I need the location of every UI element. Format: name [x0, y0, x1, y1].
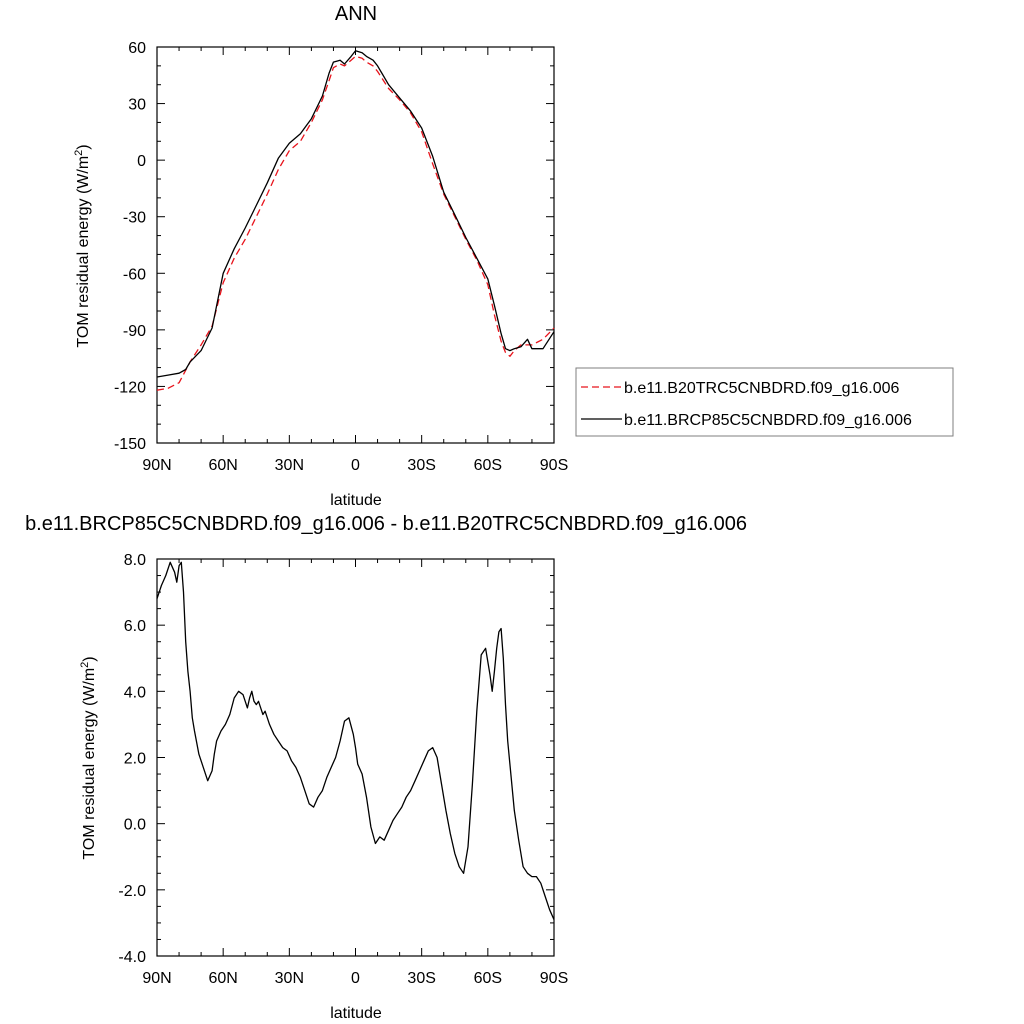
- legend-label-series-1: b.e11.B20TRC5CNBDRD.f09_g16.006: [624, 380, 900, 397]
- top-xtick-label: 30S: [407, 457, 435, 474]
- bottom-chart-xlabel: latitude: [330, 1005, 382, 1022]
- top-chart-plot-frame: [156, 46, 555, 444]
- bottom-xtick-label: 90S: [540, 970, 568, 987]
- top-chart-title: ANN: [335, 3, 377, 25]
- top-series-line-2: [156, 50, 555, 378]
- top-ytick-label: -120: [114, 379, 146, 396]
- bottom-ytick-label: 0.0: [124, 817, 146, 834]
- top-xtick-label: 30N: [275, 457, 304, 474]
- bottom-xtick-label: 30S: [407, 970, 435, 987]
- bottom-xtick-label: 0: [351, 970, 360, 987]
- top-chart: ANN 90N 60N 30N 0 30S 60S 90S -150 -120 -90 -60 -30…: [73, 3, 954, 509]
- top-xtick-label: 90N: [142, 457, 171, 474]
- top-chart-ticks: 90N 60N 30N 0 30S 60S 90S -150 -120 -90 -60 -30 0 30 6…: [114, 40, 568, 474]
- top-xtick-label: 0: [351, 457, 360, 474]
- bottom-chart: b.e11.BRCP85C5CNBDRD.f09_g16.006 - b.e11…: [25, 513, 747, 1022]
- bottom-ytick-label: 8.0: [124, 552, 146, 569]
- top-chart-xlabel: latitude: [330, 492, 382, 509]
- bottom-xtick-label: 60S: [474, 970, 502, 987]
- bottom-ytick-label: 6.0: [124, 618, 146, 635]
- top-xtick-label: 90S: [540, 457, 568, 474]
- bottom-ytick-label: -4.0: [118, 949, 146, 966]
- bottom-ytick-label: 2.0: [124, 751, 146, 768]
- top-ytick-label: -150: [114, 436, 146, 453]
- bottom-xtick-label: 90N: [142, 970, 171, 987]
- top-ytick-label: 60: [128, 40, 146, 57]
- top-ytick-label: 30: [128, 97, 146, 114]
- bottom-chart-series: [156, 561, 555, 920]
- bottom-xtick-label: 60N: [208, 970, 237, 987]
- top-xtick-label: 60N: [208, 457, 237, 474]
- top-chart-series: [156, 50, 555, 391]
- top-chart-ylabel: TOM residual energy (W/m2): [73, 144, 92, 347]
- top-xtick-label: 60S: [474, 457, 502, 474]
- bottom-chart-ylabel: TOM residual energy (W/m2): [79, 656, 98, 859]
- bottom-ytick-label: -2.0: [118, 883, 146, 900]
- legend-box: [575, 367, 954, 437]
- top-ytick-label: 0: [137, 153, 146, 170]
- bottom-xtick-label: 30N: [275, 970, 304, 987]
- bottom-chart-title: b.e11.BRCP85C5CNBDRD.f09_g16.006 - b.e11…: [25, 513, 747, 535]
- bottom-ytick-label: 4.0: [124, 684, 146, 701]
- legend: b.e11.B20TRC5CNBDRD.f09_g16.006 b.e11.BR…: [575, 367, 954, 437]
- top-series-line-1: [156, 55, 555, 391]
- top-ytick-label: -60: [123, 266, 146, 283]
- bottom-chart-plot-frame: [156, 558, 555, 957]
- bottom-chart-ticks: 90N 60N 30N 0 30S 60S 90S -4.0 -2.0 0.0 2.0 4.0 6.0 8…: [118, 552, 568, 987]
- bottom-series-line-1: [156, 561, 555, 920]
- legend-label-series-2: b.e11.BRCP85C5CNBDRD.f09_g16.006: [624, 412, 912, 429]
- top-ytick-label: -30: [123, 210, 146, 227]
- top-ytick-label: -90: [123, 323, 146, 340]
